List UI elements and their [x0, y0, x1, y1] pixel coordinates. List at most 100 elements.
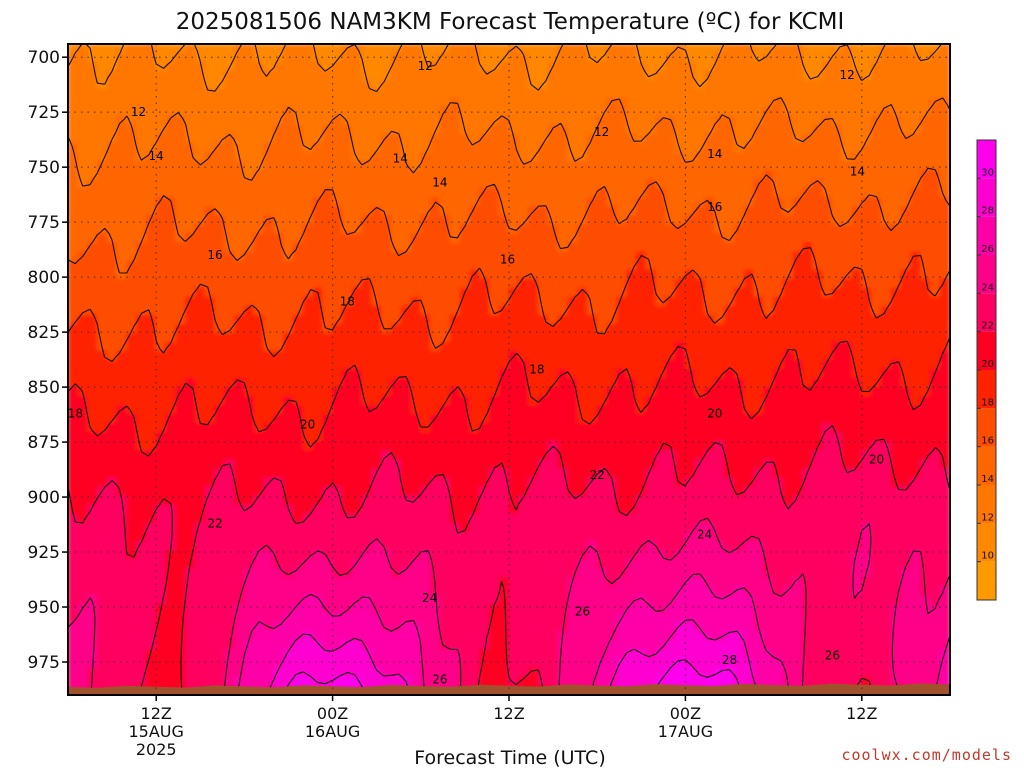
field-cell: [106, 323, 118, 335]
field-cell: [439, 269, 451, 280]
field-cell: [645, 522, 657, 533]
field-cell: [547, 567, 559, 579]
field-cell: [351, 305, 363, 316]
field-cell: [430, 622, 442, 633]
field-cell: [302, 414, 314, 425]
field-cell: [704, 215, 716, 226]
field-cell: [116, 142, 128, 154]
field-cell: [361, 631, 373, 642]
field-cell: [263, 161, 275, 172]
field-cell: [586, 622, 598, 633]
field-cell: [165, 576, 177, 588]
field-cell: [645, 558, 657, 570]
field-cell: [626, 332, 638, 344]
field-cell: [234, 179, 246, 190]
field-cell: [302, 61, 314, 72]
field-cell: [381, 576, 393, 588]
field-cell: [635, 206, 647, 217]
field-cell: [77, 206, 89, 217]
field-cell: [449, 604, 461, 615]
field-cell: [577, 631, 589, 642]
field-cell: [400, 414, 412, 425]
field-cell: [528, 97, 540, 108]
field-cell: [175, 224, 187, 235]
field-cell: [655, 296, 667, 307]
field-cell: [645, 604, 657, 615]
field-cell: [253, 269, 265, 280]
field-cell: [214, 468, 226, 479]
field-cell: [234, 477, 246, 488]
field-cell: [263, 61, 275, 72]
field-cell: [243, 323, 255, 335]
field-cell: [292, 97, 304, 108]
field-cell: [175, 531, 187, 542]
field-cell: [675, 359, 687, 371]
field-cell: [459, 251, 471, 262]
field-cell: [283, 631, 295, 642]
field-cell: [136, 423, 148, 434]
field-cell: [479, 432, 491, 443]
field-cell: [341, 296, 353, 307]
field-cell: [537, 595, 549, 606]
field-cell: [175, 52, 187, 63]
field-cell: [194, 161, 206, 172]
field-cell: [635, 640, 647, 651]
field-cell: [635, 504, 647, 515]
field-cell: [68, 558, 79, 570]
field-cell: [351, 513, 363, 524]
field-cell: [567, 197, 579, 208]
field-cell: [655, 676, 667, 687]
field-cell: [626, 79, 638, 90]
field-cell: [704, 242, 716, 253]
field-cell: [243, 595, 255, 606]
field-cell: [675, 468, 687, 479]
field-cell: [518, 486, 530, 497]
field-cell: [390, 197, 402, 208]
field-cell: [655, 432, 667, 443]
field-cell: [586, 233, 598, 244]
field-cell: [214, 459, 226, 470]
field-cell: [459, 450, 471, 461]
field-cell: [322, 631, 334, 642]
field-cell: [596, 206, 608, 217]
field-cell: [645, 540, 657, 552]
field-cell: [430, 233, 442, 244]
field-cell: [508, 576, 520, 588]
field-cell: [400, 314, 412, 325]
field-cell: [77, 52, 89, 63]
field-cell: [694, 341, 706, 353]
field-cell: [87, 260, 99, 271]
field-cell: [332, 152, 344, 163]
field-cell: [528, 441, 540, 452]
field-cell: [586, 595, 598, 606]
field-cell: [185, 106, 197, 118]
field-cell: [655, 414, 667, 425]
field-cell: [351, 405, 363, 416]
field-cell: [577, 197, 589, 208]
field-cell: [155, 341, 167, 353]
field-cell: [684, 124, 696, 136]
field-cell: [312, 414, 324, 425]
field-cell: [341, 359, 353, 371]
field-cell: [606, 332, 618, 344]
field-cell: [714, 531, 726, 542]
field-cell: [68, 450, 79, 461]
field-cell: [145, 179, 157, 190]
field-cell: [528, 604, 540, 615]
field-cell: [606, 604, 618, 615]
field-cell: [390, 486, 402, 497]
field-cell: [606, 44, 618, 54]
field-cell: [547, 549, 559, 561]
field-cell: [126, 631, 138, 642]
field-cell: [194, 106, 206, 118]
field-cell: [224, 414, 236, 425]
field-cell: [616, 44, 628, 54]
field-cell: [234, 133, 246, 145]
field-cell: [410, 649, 422, 660]
field-cell: [616, 260, 628, 271]
field-cell: [449, 567, 461, 579]
field-cell: [586, 676, 598, 687]
field-cell: [469, 133, 481, 145]
field-cell: [420, 414, 432, 425]
field-cell: [694, 332, 706, 344]
